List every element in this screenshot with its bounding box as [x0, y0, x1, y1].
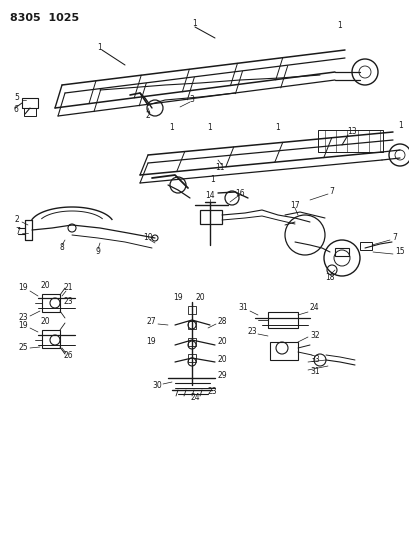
Text: 33: 33: [309, 356, 319, 365]
Bar: [42, 330, 60, 348]
Bar: [317, 130, 382, 152]
Text: 15: 15: [394, 247, 404, 256]
Text: 1: 1: [210, 175, 215, 184]
Bar: [200, 210, 221, 224]
Bar: [188, 338, 196, 346]
Text: 19: 19: [146, 337, 155, 346]
Text: 19: 19: [18, 320, 28, 329]
Bar: [270, 342, 297, 360]
Text: 1: 1: [169, 124, 174, 133]
Text: 20: 20: [218, 337, 227, 346]
Text: 21: 21: [63, 284, 72, 293]
Text: 16: 16: [235, 189, 244, 198]
Text: 9: 9: [95, 247, 100, 256]
Text: 1: 1: [192, 19, 197, 28]
Bar: [334, 248, 348, 256]
Text: 8: 8: [59, 244, 64, 253]
Text: 2: 2: [15, 215, 20, 224]
Text: 20: 20: [195, 294, 204, 303]
Bar: [22, 98, 38, 108]
Bar: [188, 306, 196, 314]
Text: 28: 28: [218, 318, 227, 327]
Text: 32: 32: [309, 330, 319, 340]
Text: 31: 31: [309, 367, 319, 376]
Text: 7: 7: [15, 228, 20, 237]
Text: 31: 31: [238, 303, 247, 312]
Text: 1: 1: [97, 43, 102, 52]
Text: 14: 14: [204, 191, 214, 200]
Text: 6: 6: [14, 106, 19, 115]
Text: 10: 10: [143, 233, 153, 243]
Text: 23: 23: [18, 313, 28, 322]
Text: 17: 17: [290, 200, 299, 209]
Text: 23: 23: [247, 327, 256, 336]
Text: 1: 1: [397, 120, 402, 130]
Text: 7: 7: [329, 188, 334, 197]
Text: 7: 7: [391, 233, 396, 243]
Text: 29: 29: [218, 370, 227, 379]
Bar: [188, 321, 196, 329]
Text: 24: 24: [309, 303, 319, 312]
Text: 11: 11: [215, 164, 224, 173]
Text: 18: 18: [324, 273, 334, 282]
Text: 23: 23: [63, 297, 73, 306]
Text: 8305  1025: 8305 1025: [10, 13, 79, 23]
Text: 19: 19: [173, 294, 182, 303]
Text: 1: 1: [207, 124, 212, 133]
Text: 20: 20: [40, 280, 49, 289]
Bar: [24, 108, 36, 116]
Text: 20: 20: [40, 318, 49, 327]
Bar: [42, 294, 60, 312]
Text: 27: 27: [146, 318, 155, 327]
Text: 3: 3: [189, 95, 194, 104]
Bar: [188, 354, 196, 362]
Text: 26: 26: [63, 351, 73, 359]
Text: 1: 1: [275, 124, 280, 133]
Text: 1: 1: [337, 21, 342, 30]
Text: 5: 5: [14, 93, 19, 102]
Text: 2: 2: [145, 110, 150, 119]
Text: 25: 25: [18, 343, 28, 352]
Bar: [267, 312, 297, 328]
Bar: [359, 242, 371, 250]
Text: 23: 23: [207, 387, 216, 397]
Text: 24: 24: [190, 393, 199, 402]
Text: 19: 19: [18, 284, 28, 293]
Text: 20: 20: [218, 356, 227, 365]
Text: 13: 13: [346, 127, 356, 136]
Text: 30: 30: [152, 382, 162, 391]
